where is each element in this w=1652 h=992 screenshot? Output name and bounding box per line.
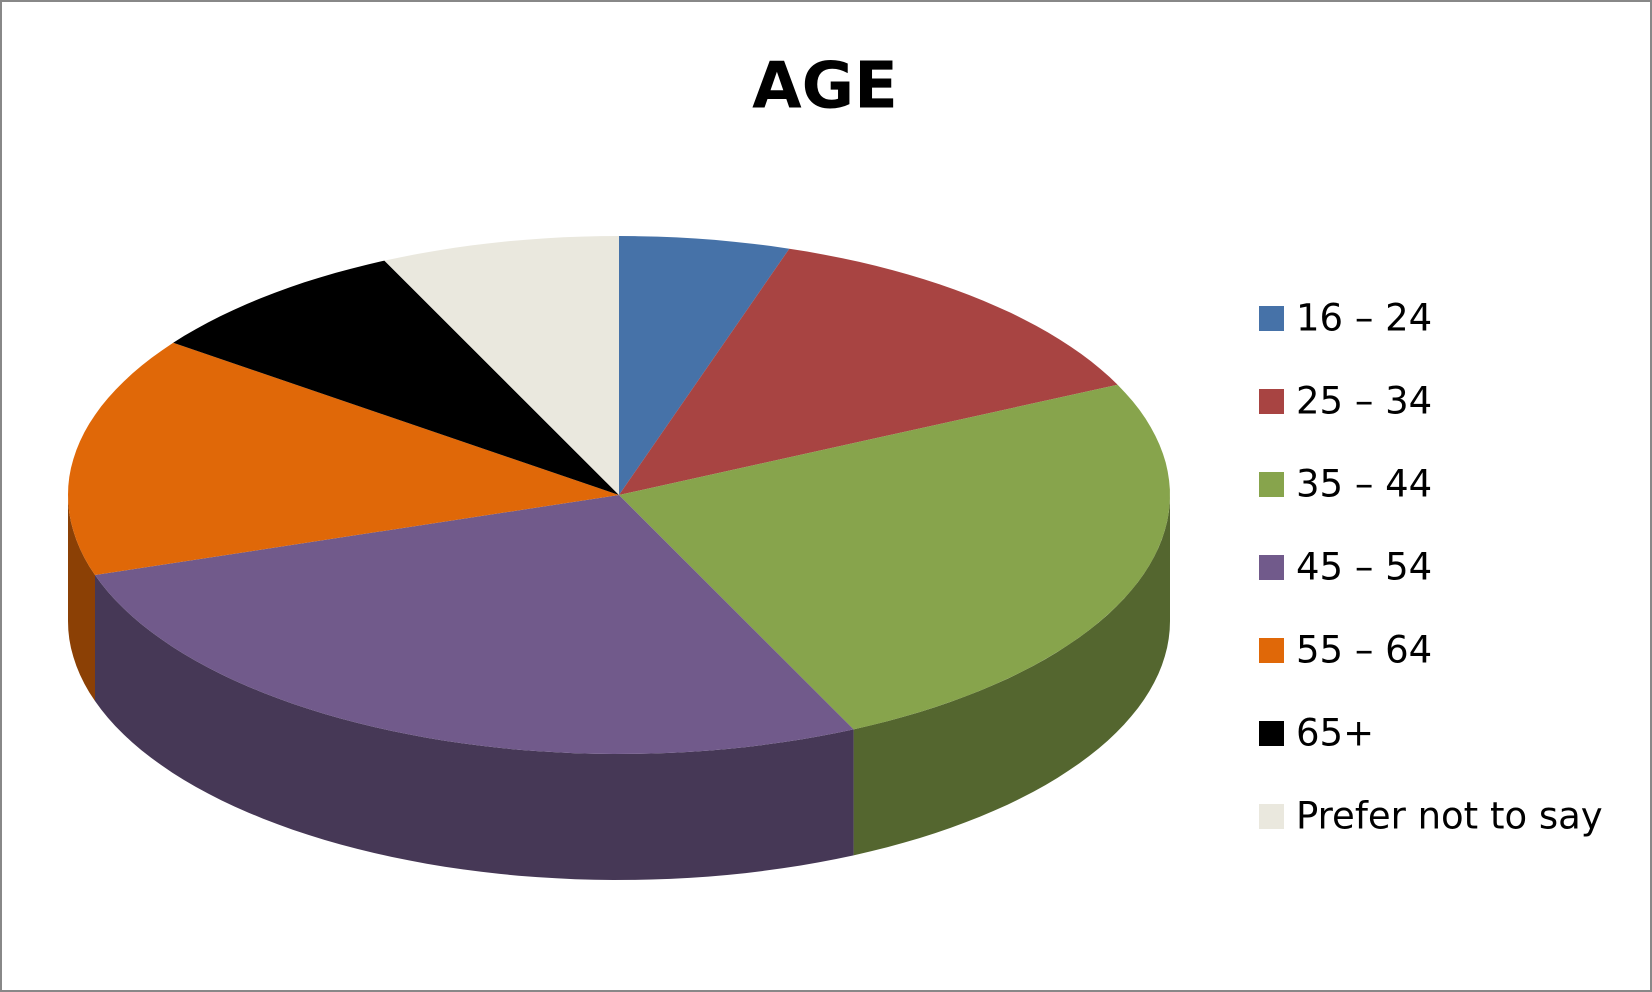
legend-label: 45 – 54 [1296,546,1432,589]
pie-slice [95,495,854,754]
pie-slice [384,236,619,495]
legend-swatch [1259,389,1284,414]
pie-tops [68,236,1170,754]
legend-label: 16 – 24 [1296,297,1432,340]
legend-swatch [1259,306,1284,331]
legend-label: Prefer not to say [1296,795,1603,838]
legend-swatch [1259,721,1284,746]
legend-label: 25 – 34 [1296,380,1432,423]
pie-slice [619,248,1118,495]
legend-swatch [1259,804,1284,829]
pie-side [68,495,95,701]
pie-slice [173,260,619,495]
legend: 16 – 24 25 – 34 35 – 44 45 – 54 55 – 64 65+ Pr… [1259,297,1603,838]
pie-slice [619,384,1170,730]
chart-title: AGE [752,50,898,124]
pie-slice [619,236,790,495]
legend-swatch [1259,555,1284,580]
pie-side [95,575,854,880]
pie-side [853,495,1170,856]
legend-label: 55 – 64 [1296,629,1432,672]
pie-sides [68,495,1170,880]
legend-label: 35 – 44 [1296,463,1432,506]
pie-slice [68,342,619,575]
legend-swatch [1259,638,1284,663]
legend-label: 65+ [1296,712,1374,755]
legend-swatch [1259,472,1284,497]
